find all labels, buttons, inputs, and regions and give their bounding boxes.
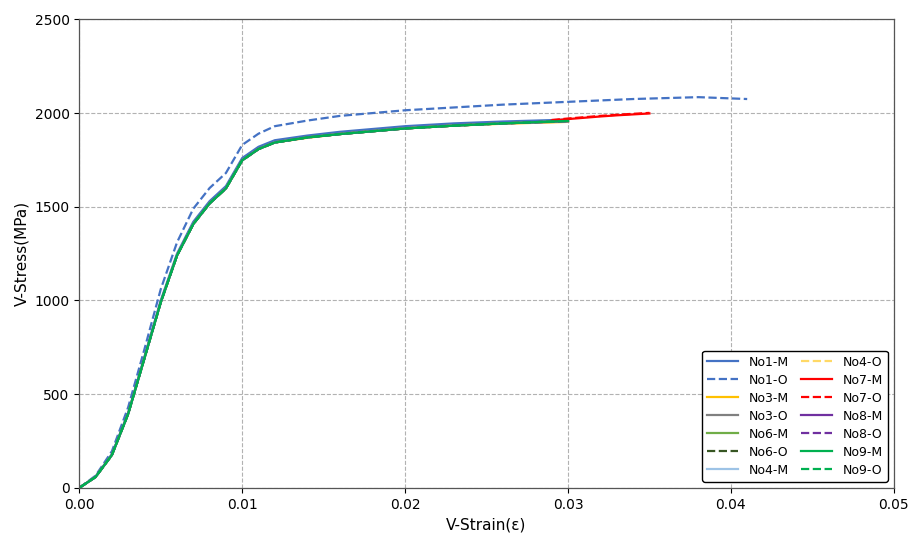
X-axis label: V-Strain(ε): V-Strain(ε) — [447, 517, 527, 532]
Legend: No1-M, No1-O, No3-M, No3-O, No6-M, No6-O, No4-M, No4-O, No7-M, No7-O, No8-M, No8: No1-M, No1-O, No3-M, No3-O, No6-M, No6-O… — [702, 351, 888, 482]
Y-axis label: V-Stress(MPa): V-Stress(MPa) — [14, 201, 29, 306]
